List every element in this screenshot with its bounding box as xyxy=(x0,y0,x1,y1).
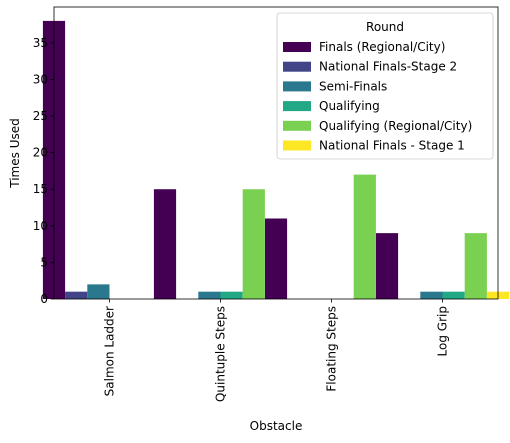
plot-area xyxy=(42,6,510,300)
x-tick-label: Quintuple Steps xyxy=(214,306,228,402)
x-axis: Salmon Ladder Quintuple Steps Floating Ste… xyxy=(103,299,450,402)
bar-4-2 xyxy=(353,174,376,299)
legend-title: Round xyxy=(366,20,404,34)
legend-label-3: Qualifying xyxy=(319,99,380,113)
bar-0-1 xyxy=(153,189,177,299)
legend-swatch-1 xyxy=(283,61,311,72)
y-tick-label: 5 xyxy=(40,255,48,269)
bar-4-3 xyxy=(464,233,487,299)
legend-swatch-4 xyxy=(283,120,311,131)
legend-label-1: National Finals-Stage 2 xyxy=(319,60,457,74)
y-axis: 0 5 10 15 20 25 30 35 xyxy=(33,36,54,306)
y-tick-label: 15 xyxy=(33,182,48,196)
y-tick-label: 35 xyxy=(33,36,48,50)
y-tick-label: 0 xyxy=(40,292,48,306)
legend-swatch-2 xyxy=(283,81,311,92)
y-tick-label: 20 xyxy=(33,146,48,160)
legend-label-4: Qualifying (Regional/City) xyxy=(319,119,472,133)
legend-label-0: Finals (Regional/City) xyxy=(319,40,445,54)
bar-4-1 xyxy=(242,189,265,299)
legend-label-5: National Finals - Stage 1 xyxy=(319,139,465,153)
x-tick-label: Log Grip xyxy=(436,306,450,356)
y-tick-label: 10 xyxy=(33,219,48,233)
bar-3-3 xyxy=(442,291,465,299)
x-axis-title: Obstacle xyxy=(250,419,303,433)
x-tick-label: Salmon Ladder xyxy=(103,306,117,396)
legend: Round Finals (Regional/City) National Fin… xyxy=(276,12,494,160)
bar-0-2 xyxy=(264,218,288,299)
bar-3-1 xyxy=(220,291,243,299)
legend-swatch-0 xyxy=(283,42,311,52)
y-tick-label: 25 xyxy=(33,109,48,123)
y-axis-title: Times Used xyxy=(8,118,22,188)
legend-frame xyxy=(276,12,494,160)
bar-2-0 xyxy=(87,284,110,299)
bar-1-0 xyxy=(65,291,88,299)
legend-swatch-5 xyxy=(283,140,311,151)
legend-label-2: Semi-Finals xyxy=(319,79,387,93)
bar-2-3 xyxy=(420,291,443,299)
x-tick-label: Floating Steps xyxy=(325,306,339,392)
bar-2-1 xyxy=(198,291,221,299)
y-tick-label: 30 xyxy=(33,72,48,86)
legend-swatch-3 xyxy=(283,101,311,112)
bar-0-3 xyxy=(375,233,399,299)
